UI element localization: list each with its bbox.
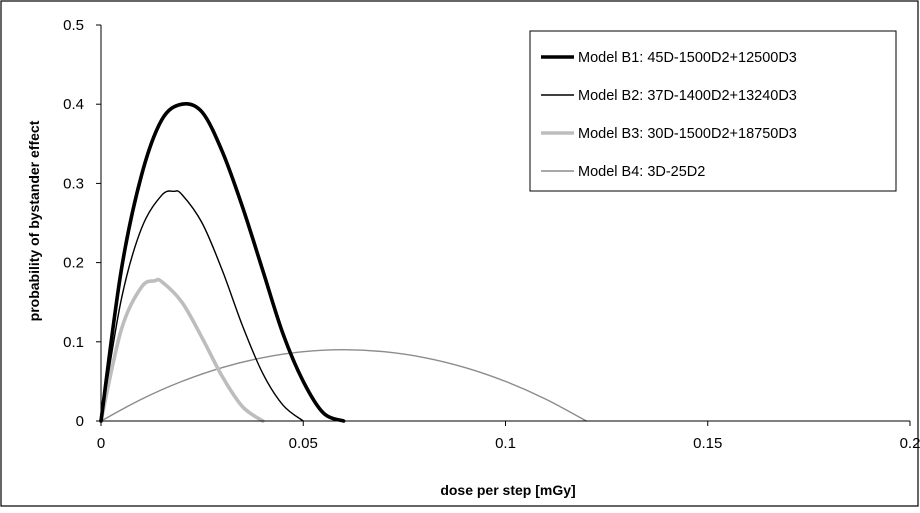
series-layer: [99, 101, 588, 423]
axes-layer: [96, 24, 911, 426]
y-tick-label: 0.3: [63, 175, 84, 192]
x-tick-label: 0: [97, 435, 105, 452]
x-tick-label: 0.15: [693, 435, 722, 452]
y-tick-label: 0.5: [63, 17, 84, 34]
legend-label-1: Model B1: 45D-1500D2+12500D3: [578, 50, 797, 66]
x-tick-label: 0.2: [900, 435, 920, 452]
labels-layer: 0 0.1 0.2 0.3 0.4 0.5 0 0.05 0.1 0.15 0.2: [63, 17, 920, 452]
series-line-3: [99, 277, 265, 423]
x-tick-label: 0.1: [495, 435, 516, 452]
series-line-2: [100, 190, 304, 422]
legend-label-3: Model B3: 30D-1500D2+18750D3: [578, 126, 797, 142]
series-line-1: [99, 101, 346, 423]
x-tick-label: 0.05: [289, 435, 318, 452]
series-line-4: [100, 349, 588, 422]
legend-box: [529, 30, 897, 192]
y-axis-title: probability of bystander effect: [26, 120, 42, 321]
y-tick-label: 0: [76, 413, 84, 430]
x-axis-title: dose per step [mGy]: [440, 482, 575, 498]
y-tick-label: 0.2: [63, 255, 84, 272]
y-tick-label: 0.1: [63, 334, 84, 351]
y-tick-label: 0.4: [63, 96, 84, 113]
legend: Model B1: 45D-1500D2+12500D3 Model B2: 37…: [529, 30, 897, 192]
legend-label-2: Model B2: 37D-1400D2+13240D3: [578, 88, 797, 104]
legend-label-4: Model B4: 3D-25D2: [578, 164, 705, 180]
